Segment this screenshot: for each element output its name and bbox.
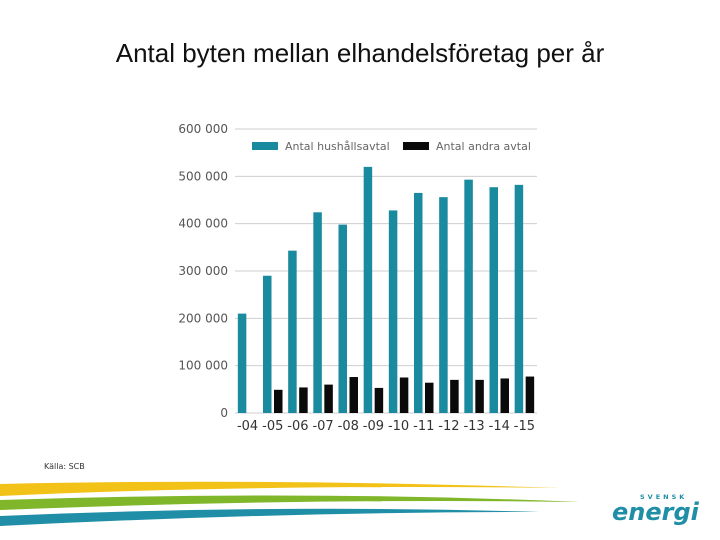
bars: [237, 166, 535, 413]
bar-household: [363, 166, 373, 413]
x-tick-label: -11: [413, 419, 434, 434]
bar-household: [288, 250, 297, 413]
bar-other: [299, 387, 308, 413]
x-tick-label: -12: [438, 419, 459, 434]
swoosh-yellow-stripe: [0, 481, 560, 496]
bar-household: [338, 224, 347, 413]
x-tick-label: -13: [463, 419, 484, 434]
brand-logo-big-text: energi: [612, 498, 700, 526]
legend-swatch: [403, 142, 429, 150]
bar-chart: 0 100 000 200 000 300 000 400 000 500 000 600 …: [178, 122, 537, 434]
bar-other: [349, 377, 358, 413]
bar-other: [399, 377, 409, 413]
x-tick-label: -14: [489, 419, 510, 434]
brand-logo-small-text: SVENSK: [640, 493, 687, 501]
x-axis-ticks: -04 -05 -06 -07 -08 -09 -10 -11 -12 -13 -14 -15: [237, 419, 535, 434]
x-tick-label: -08: [338, 419, 359, 434]
x-tick-label: -04: [237, 419, 258, 434]
legend-label: Antal hushållsavtal: [285, 140, 390, 153]
bar-household: [263, 275, 272, 413]
x-tick-label: -15: [514, 419, 535, 434]
bar-other: [500, 378, 509, 413]
x-tick-label: -05: [262, 419, 283, 434]
bar-other: [475, 379, 484, 413]
bar-other: [324, 384, 333, 413]
legend: Antal hushållsavtal Antal andra avtal: [252, 140, 531, 153]
source-note: Källa: SCB: [44, 462, 85, 471]
y-tick-label: 200 000: [178, 311, 228, 325]
y-tick-label: 500 000: [178, 169, 228, 183]
y-tick-label: 100 000: [178, 359, 228, 373]
x-tick-label: -09: [363, 419, 384, 434]
bar-other: [425, 382, 434, 413]
swoosh-teal-stripe: [0, 508, 540, 526]
bar-household: [313, 212, 322, 413]
y-tick-label: 400 000: [178, 217, 228, 231]
y-tick-label: 600 000: [178, 122, 228, 136]
y-tick-label: 0: [220, 406, 228, 420]
x-tick-label: -07: [312, 419, 333, 434]
footer-swoosh: [0, 481, 580, 526]
swoosh-green-stripe: [0, 495, 580, 510]
bar-household: [414, 192, 423, 413]
bar-other: [450, 379, 459, 413]
bar-other: [374, 387, 384, 413]
x-tick-label: -06: [287, 419, 308, 434]
bar-household: [237, 313, 247, 413]
page-title: Antal byten mellan elhandelsföretag per …: [115, 38, 605, 68]
y-tick-label: 300 000: [178, 264, 228, 278]
bar-household: [514, 184, 524, 413]
gridlines: [235, 128, 537, 414]
y-axis-ticks: 0 100 000 200 000 300 000 400 000 500 000 600 …: [178, 122, 228, 420]
bar-household: [489, 187, 498, 413]
brand-logo: SVENSK energi: [612, 493, 700, 526]
bar-other: [274, 389, 283, 413]
x-tick-label: -10: [388, 419, 409, 434]
bar-other: [525, 376, 535, 413]
bar-household: [439, 197, 448, 413]
legend-label: Antal andra avtal: [436, 140, 531, 153]
legend-swatch: [252, 142, 278, 150]
bar-household: [388, 210, 398, 413]
bar-household: [464, 179, 473, 413]
